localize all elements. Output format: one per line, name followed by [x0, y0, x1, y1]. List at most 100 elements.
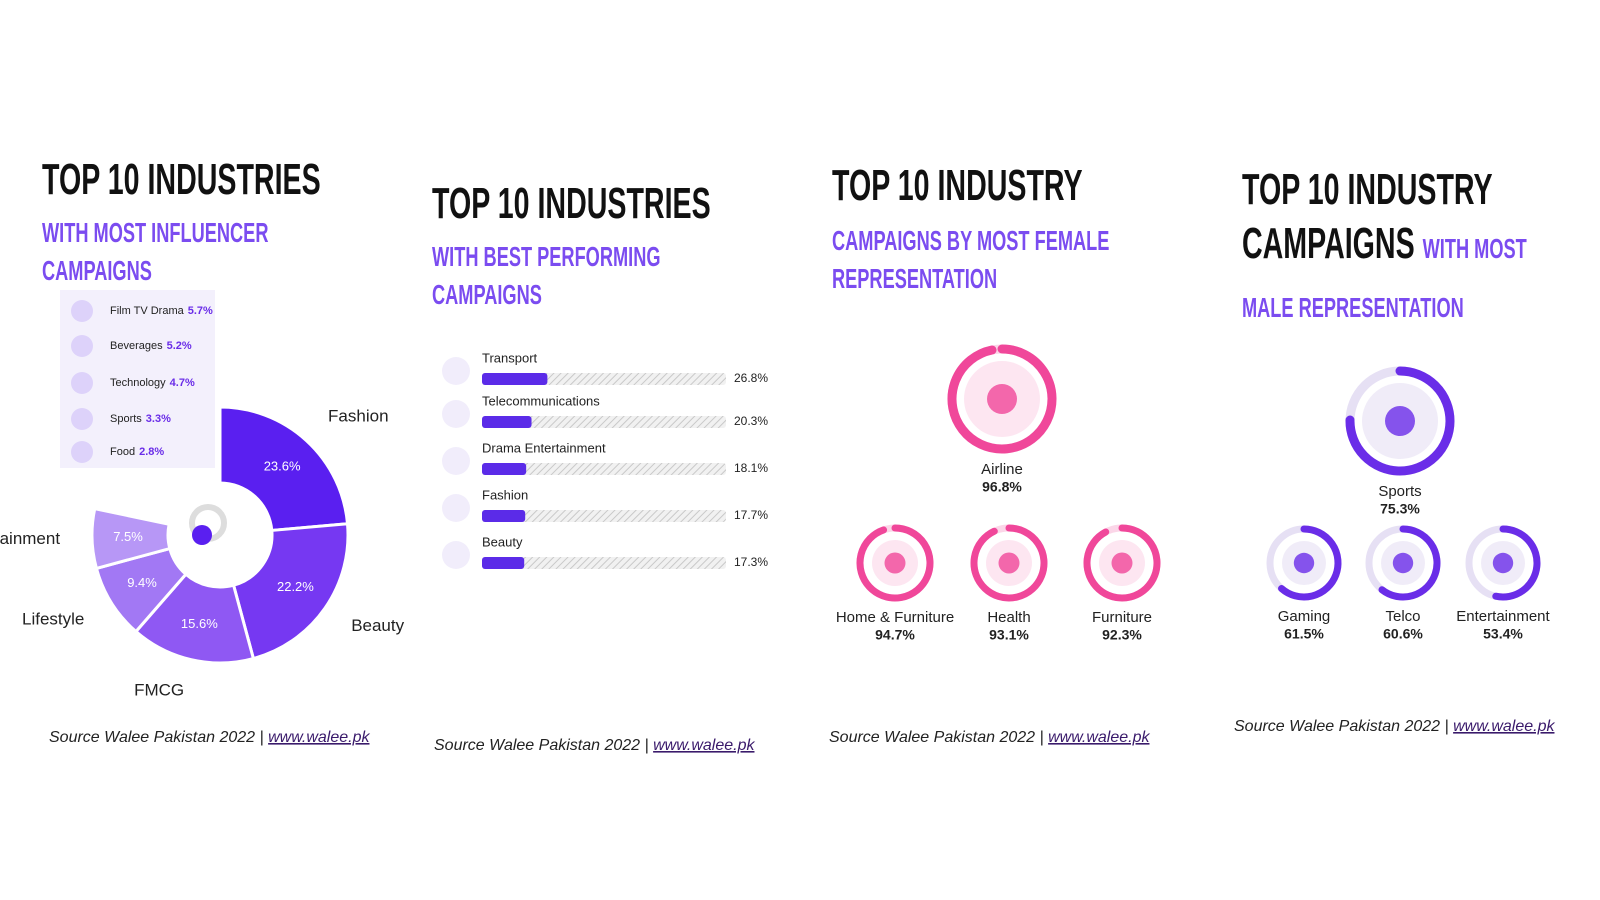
row-icon: [442, 494, 470, 522]
legend-item: Beverages 5.2%: [110, 340, 192, 352]
row-icon: [442, 400, 470, 428]
ring-label: Airline: [981, 461, 1023, 478]
ring-icon: [1111, 552, 1133, 574]
bar: [482, 416, 532, 428]
pie-slice: [231, 522, 350, 661]
pie-slice: [218, 405, 350, 533]
bar-track: [482, 557, 726, 569]
source-text: Source Walee Pakistan 2022 |: [49, 729, 268, 746]
source: Source Walee Pakistan 2022 | www.walee.p…: [829, 729, 1150, 746]
slice-label: Beauty: [351, 616, 404, 635]
source-link[interactable]: www.walee.pk: [268, 729, 370, 746]
ring-label: Gaming: [1278, 608, 1331, 625]
source: Source Walee Pakistan 2022 | www.walee.p…: [434, 737, 755, 754]
source: Source Walee Pakistan 2022 | www.walee.p…: [1234, 718, 1555, 735]
bar-label: Fashion: [482, 487, 528, 502]
legend-value: 5.7%: [188, 305, 213, 317]
ring-label: Telco: [1385, 608, 1420, 625]
legend-item: Film TV Drama 5.7%: [110, 305, 213, 317]
ring-label: Furniture: [1092, 609, 1152, 626]
legend-item: Technology 4.7%: [110, 377, 195, 389]
ring-value: 92.3%: [1102, 627, 1142, 643]
title: TOP 10 INDUSTRY: [832, 161, 1083, 210]
slice-label: Fashion: [328, 406, 388, 425]
ring-icon: [1392, 552, 1414, 574]
source-text: Source Walee Pakistan 2022 |: [829, 729, 1048, 746]
ring-value: 96.8%: [982, 479, 1022, 495]
pie-slice: [133, 572, 256, 665]
source-link[interactable]: www.walee.pk: [1453, 718, 1555, 735]
bar-value: 17.7%: [734, 508, 768, 522]
ring-label: Health: [987, 609, 1030, 626]
source-link[interactable]: www.walee.pk: [653, 737, 755, 754]
title-block: TOP 10 INDUSTRY CAMPAIGNS WITH MOST MALE…: [1242, 163, 1535, 335]
slice-label: FMCG: [134, 680, 184, 699]
bar-value: 26.8%: [734, 371, 768, 385]
slice-value: 15.6%: [181, 616, 218, 631]
bar-track: [482, 416, 726, 428]
legend-name: Technology: [110, 377, 166, 389]
slice-value: 22.2%: [277, 579, 314, 594]
row-icon: [442, 357, 470, 385]
source: Source Walee Pakistan 2022 | www.walee.p…: [49, 729, 370, 746]
bar-label: Transport: [482, 350, 538, 365]
legend-icon: [71, 408, 93, 430]
legend-icon: [71, 441, 93, 463]
row-icon: [442, 541, 470, 569]
ring-value: 75.3%: [1380, 501, 1420, 517]
legend-value: 5.2%: [167, 340, 192, 352]
bar: [482, 373, 548, 385]
ring-arc: [1345, 366, 1455, 476]
ring-arc: [1083, 524, 1161, 602]
ring-value: 61.5%: [1284, 626, 1324, 642]
slice-label: Entertainment: [0, 529, 60, 548]
bar: [482, 510, 526, 522]
bar-value: 17.3%: [734, 555, 768, 569]
ring-arc: [1378, 525, 1441, 601]
bar: [482, 557, 525, 569]
legend-name: Film TV Drama: [110, 305, 185, 317]
legend-value: 2.8%: [139, 446, 164, 458]
title: TOP 10 INDUSTRIES: [432, 179, 711, 228]
ring-icon: [884, 552, 906, 574]
slice-value: 23.6%: [264, 459, 301, 474]
ring-value: 60.6%: [1383, 626, 1423, 642]
ring-label: Home & Furniture: [836, 609, 954, 626]
ring-arc: [970, 524, 1048, 602]
title: TOP 10 INDUSTRY CAMPAIGNS: [1242, 165, 1493, 268]
subtitle: WITH MOST INFLUENCER CAMPAIGNS: [42, 217, 269, 286]
ring-arc: [856, 524, 934, 602]
legend-name: Beverages: [110, 340, 163, 352]
bar-label: Drama Entertainment: [482, 440, 606, 455]
ring-icon: [987, 384, 1017, 414]
row-icon: [442, 447, 470, 475]
ring-icon: [998, 552, 1020, 574]
subtitle: WITH BEST PERFORMING CAMPAIGNS: [432, 241, 661, 310]
slice-label: Lifestyle: [22, 609, 84, 628]
ring-icon: [1492, 552, 1514, 574]
bar-track: [482, 510, 726, 522]
legend-item: Sports 3.3%: [110, 413, 171, 425]
bar-label: Beauty: [482, 534, 523, 549]
source-link[interactable]: www.walee.pk: [1048, 729, 1150, 746]
slice-value: 9.4%: [127, 575, 157, 590]
subtitle: WITH MOST MALE REPRESENTATION: [1242, 233, 1527, 323]
legend-value: 3.3%: [146, 413, 171, 425]
ring-arc: [1492, 525, 1541, 601]
ring-value: 53.4%: [1483, 626, 1523, 642]
ring-value: 94.7%: [875, 627, 915, 643]
title: TOP 10 INDUSTRIES: [42, 155, 321, 204]
source-text: Source Walee Pakistan 2022 |: [434, 737, 653, 754]
source-text: Source Walee Pakistan 2022 |: [1234, 718, 1453, 735]
legend-item: Food 2.8%: [110, 446, 164, 458]
legend-icon: [71, 372, 93, 394]
pie-slice: [90, 506, 172, 571]
gear-icon: [192, 525, 212, 545]
legend-name: Food: [110, 446, 135, 458]
ring-label: Entertainment: [1456, 608, 1550, 625]
bar: [482, 463, 527, 475]
subtitle: CAMPAIGNS BY MOST FEMALE REPRESENTATION: [832, 225, 1110, 294]
ring-arc: [1278, 525, 1342, 601]
